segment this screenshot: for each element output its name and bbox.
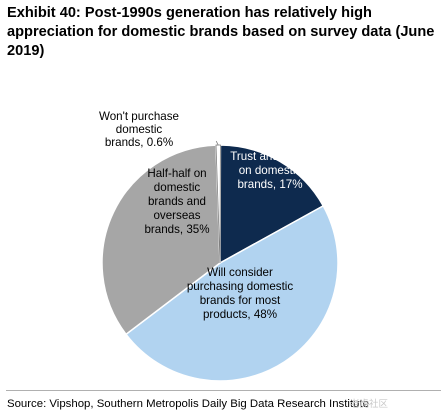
source-note: Source: Vipshop, Southern Metropolis Dai… — [7, 398, 369, 410]
slice-label-line: domestic — [154, 181, 201, 194]
pie-slice-3 — [215, 144, 221, 264]
pie-chart: Trust and focus on domestic brands, 17% Wil… — [99, 110, 339, 382]
slice-label-line: brands, 0.6% — [105, 136, 173, 149]
slice-label-line: brands, 17% — [237, 178, 302, 191]
slice-label-line: products, 48% — [203, 308, 277, 321]
pie-slice-2 — [101, 144, 221, 336]
chart-title: Exhibit 40: Post-1990s generation has re… — [7, 5, 435, 59]
slice-label-line: overseas — [153, 209, 200, 222]
slice-label-line: brands for most — [200, 294, 281, 307]
slice-label-0: Trust and focus on domestic brands, 17% — [230, 150, 310, 191]
leader-line — [215, 140, 219, 146]
leader-lines — [215, 140, 219, 146]
slice-label-line: on domestic — [239, 164, 302, 177]
slice-label-3: Won't purchase domestic brands, 0.6% — [99, 110, 179, 149]
slice-label-line: Half-half on — [147, 167, 206, 180]
slice-label-line: purchasing domestic — [187, 280, 294, 293]
slice-label-2: Half-half on domestic brands and overseas br… — [144, 167, 209, 236]
watermark: 老虎社区 — [350, 399, 389, 410]
slice-labels: Trust and focus on domestic brands, 17% Wil… — [99, 110, 310, 321]
slice-label-line: Won't purchase — [99, 110, 179, 123]
pie-slice-0 — [219, 144, 325, 265]
pie-slice-1 — [124, 204, 339, 382]
slice-label-line: Will consider — [207, 266, 273, 279]
slice-label-line: Trust and focus — [230, 150, 310, 163]
pie-slices — [101, 144, 339, 382]
footer-divider — [6, 390, 441, 391]
slice-label-line: domestic — [116, 123, 163, 136]
slice-label-1: Will consider purchasing domestic brands f… — [187, 266, 294, 321]
slice-label-line: brands and — [148, 195, 206, 208]
slice-label-line: brands, 35% — [144, 223, 209, 236]
